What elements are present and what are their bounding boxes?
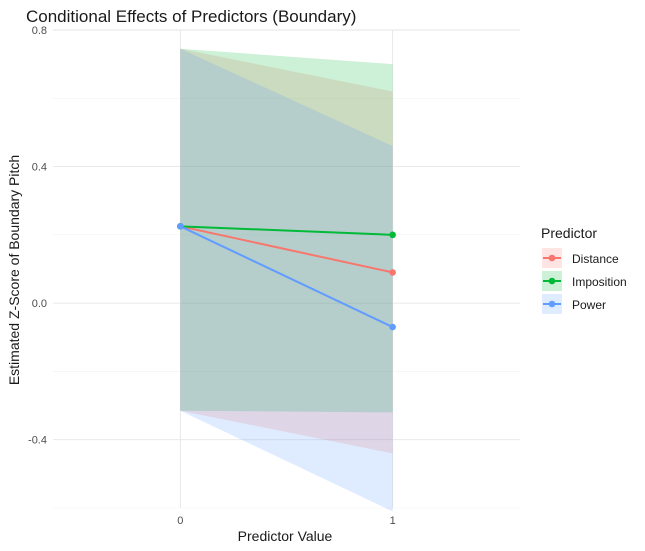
y-axis-title: Estimated Z-Score of Boundary Pitch — [6, 155, 22, 385]
data-point-power — [177, 223, 184, 230]
legend-label-distance: Distance — [572, 252, 619, 266]
y-tick-label: 0.8 — [32, 25, 47, 37]
series-points — [177, 223, 396, 331]
data-point-imposition — [389, 231, 396, 239]
series-line-imposition — [180, 225, 393, 236]
legend-key-point-power — [548, 300, 556, 308]
legend: Predictor Distance Imposition Power — [541, 225, 627, 314]
confidence-ribbons — [180, 48, 393, 512]
x-axis-title: Predictor Value — [238, 528, 333, 544]
legend-label-power: Power — [572, 298, 606, 312]
chart-title: Conditional Effects of Predictors (Bound… — [26, 7, 356, 26]
y-tick-label: -0.4 — [28, 435, 47, 447]
series-line-power — [179, 225, 394, 328]
series-lines — [179, 225, 394, 328]
legend-key-point-distance — [548, 254, 556, 262]
y-axis-ticks: -0.4 0.0 0.4 0.8 — [28, 25, 47, 447]
data-point-distance — [389, 269, 396, 276]
series-line-distance — [180, 225, 393, 274]
ribbon-power — [180, 48, 393, 512]
ribbon-distance — [180, 48, 393, 454]
data-point-power — [389, 323, 396, 331]
y-tick-label: 0.4 — [32, 162, 47, 174]
x-tick-label: 0 — [177, 515, 183, 527]
legend-keys — [542, 248, 562, 314]
x-tick-label: 1 — [390, 515, 396, 527]
legend-key-point-imposition — [548, 277, 556, 285]
legend-title: Predictor — [541, 225, 597, 241]
x-axis-ticks: 0 1 — [177, 515, 395, 527]
grid — [53, 29, 520, 509]
legend-label-imposition: Imposition — [572, 275, 627, 289]
y-tick-label: 0.0 — [32, 298, 47, 310]
